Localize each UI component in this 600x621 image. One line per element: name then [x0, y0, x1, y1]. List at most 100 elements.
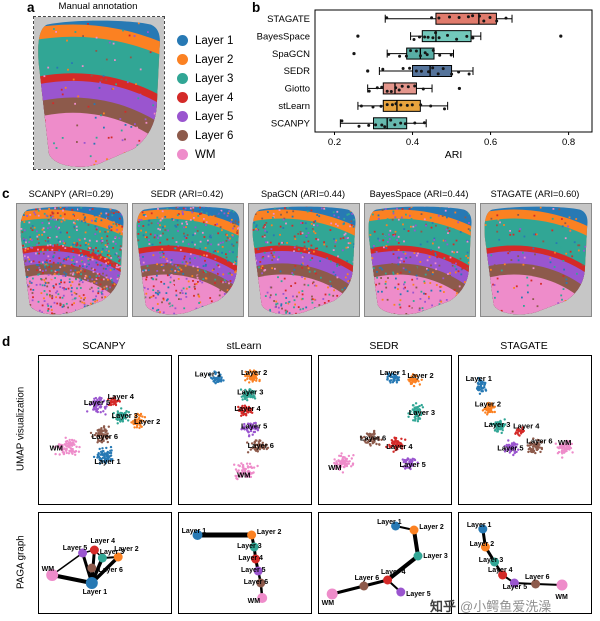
umap-cluster-label: Layer 4: [108, 392, 135, 401]
umap-cluster-label: Layer 1: [94, 457, 120, 466]
paga-node-label: Layer 2: [257, 529, 282, 536]
legend-item-layer-3: Layer 3: [177, 69, 233, 88]
umap-cluster-label: Layer 6: [92, 432, 118, 441]
panel-d-column-title: STAGATE: [500, 340, 548, 352]
legend-item-layer-5: Layer 5: [177, 107, 233, 126]
umap-cluster-label: Layer 5: [497, 444, 523, 453]
row-label-umap: UMAP visualization: [15, 386, 27, 472]
umap-cluster-label: Layer 1: [380, 368, 406, 377]
paga-node-label: WM: [322, 600, 335, 607]
umap-cluster-label: Layer 3: [112, 411, 138, 420]
legend-swatch-icon: [177, 54, 188, 65]
paga-graph: Layer 1 Layer 2 Layer 3 Layer 4 Layer 5 Layer…: [458, 512, 592, 614]
umap-cluster-label: Layer 1: [466, 374, 492, 383]
umap-cluster-label: Layer 2: [475, 399, 501, 408]
panel-c-label: c: [2, 186, 10, 201]
x-tick-label: 0.6: [484, 137, 497, 148]
umap-cluster-label: WM: [558, 438, 571, 447]
legend-label: Layer 5: [195, 110, 234, 123]
paga-node-label: WM: [248, 598, 261, 605]
paga-node-label: Layer 2: [470, 541, 495, 548]
umap-cluster-label: Layer 3: [237, 388, 263, 397]
paga-node-label: Layer 3: [423, 553, 448, 560]
paga-node-label: Layer 4: [91, 538, 116, 545]
umap-cluster-label: Layer 3: [484, 420, 510, 429]
umap-cluster-label: Layer 5: [241, 422, 267, 431]
legend-label: Layer 3: [195, 72, 234, 85]
boxplot-row-label: STAGATE: [267, 14, 310, 25]
legend-label: Layer 4: [195, 91, 234, 104]
panel-c-plot-title: SCANPY (ARI=0.29): [28, 189, 114, 199]
spatial-cluster-plot: [364, 203, 476, 317]
paga-node-label: WM: [42, 566, 55, 573]
paga-node-label: Layer 5: [503, 584, 528, 591]
legend-item-wm: WM: [177, 145, 233, 164]
row-label-paga: PAGA graph: [15, 535, 27, 589]
panel-c-plot-title: SpaGCN (ARI=0.44): [261, 189, 345, 199]
layer-legend: Layer 1 Layer 2 Layer 3 Layer 4 Layer 5 Layer…: [177, 31, 233, 164]
legend-swatch-icon: [177, 73, 188, 84]
boxplot-row-label: BayesSpace: [257, 31, 310, 42]
legend-swatch-icon: [177, 35, 188, 46]
paga-graph: Layer 1 Layer 2 Layer 3 Layer 4 Layer 5 Layer…: [178, 512, 312, 614]
paga-node-label: Layer 1: [467, 522, 492, 529]
panel-c-plot-title: STAGATE (ARI=0.60): [490, 189, 580, 199]
spatial-cluster-plot: [16, 203, 128, 317]
paga-node-label: Layer 4: [238, 555, 263, 562]
paga-node-label: Layer 6: [525, 574, 550, 581]
x-axis-label: ARI: [445, 149, 463, 161]
watermark: 知乎 @小鳄鱼爱洗澡: [430, 596, 551, 615]
paga-node-label: Layer 4: [488, 567, 513, 574]
spatial-cluster-plot: [480, 203, 592, 317]
paga-node-label: Layer 1: [182, 528, 207, 535]
legend-item-layer-2: Layer 2: [177, 50, 233, 69]
panel-b-label: b: [252, 0, 261, 15]
paga-node-label: Layer 6: [355, 575, 380, 582]
legend-item-layer-6: Layer 6: [177, 126, 233, 145]
paga-node-label: Layer 3: [479, 557, 504, 564]
legend-swatch-icon: [177, 111, 188, 122]
paga-node-label: Layer 2: [114, 546, 139, 553]
paga-graph: Layer 1 Layer 2 Layer 3 Layer 4 Layer 5 Layer…: [318, 512, 452, 614]
ari-boxplot: STAGATE BayesSpace SpaGCN SEDR Giotto stLearn…: [257, 9, 593, 161]
panel-d-column-title: SEDR: [369, 340, 399, 352]
panel-d-label: d: [2, 334, 11, 349]
panel-d-column-title: SCANPY: [82, 340, 126, 352]
umap-cluster-label: WM: [237, 470, 250, 479]
legend-item-layer-4: Layer 4: [177, 88, 233, 107]
paga-node-label: WM: [555, 594, 568, 601]
umap-cluster-label: Layer 4: [513, 422, 540, 431]
legend-item-layer-1: Layer 1: [177, 31, 233, 50]
panel-a-title: Manual annotation: [58, 1, 138, 12]
umap-cluster-label: Layer 4: [234, 404, 261, 413]
panel-c-plot-title: BayesSpace (ARI=0.44): [369, 189, 469, 199]
legend-swatch-icon: [177, 130, 188, 141]
umap-cluster-label: Layer 6: [360, 433, 386, 442]
paga-node-label: Layer 5: [406, 591, 431, 598]
umap-cluster-label: Layer 6: [248, 441, 274, 450]
watermark-handle: @小鳄鱼爱洗澡: [460, 599, 552, 614]
umap-cluster-label: WM: [50, 444, 63, 453]
paga-node-label: Layer 5: [241, 567, 266, 574]
legend-label: Layer 6: [195, 129, 234, 142]
paga-node-label: Layer 6: [98, 567, 123, 574]
umap-cluster-label: WM: [328, 463, 341, 472]
spatial-cluster-plot: [132, 203, 244, 317]
boxplot-row-label: SpaGCN: [272, 49, 310, 60]
legend-swatch-icon: [177, 149, 188, 160]
paga-node-label: Layer 3: [237, 543, 262, 550]
paga-node-label: Layer 4: [381, 569, 406, 576]
x-tick-label: 0.2: [328, 137, 341, 148]
panel-c-plot-title: SEDR (ARI=0.42): [150, 189, 224, 199]
boxplot-row-label: Giotto: [285, 84, 310, 95]
legend-swatch-icon: [177, 92, 188, 103]
umap-cluster-label: Layer 5: [84, 398, 110, 407]
manual-annotation-plot: [33, 16, 165, 170]
umap-cluster-label: Layer 2: [134, 417, 160, 426]
watermark-brand: 知乎: [430, 599, 457, 614]
umap-cluster-label: Layer 6: [526, 436, 552, 445]
